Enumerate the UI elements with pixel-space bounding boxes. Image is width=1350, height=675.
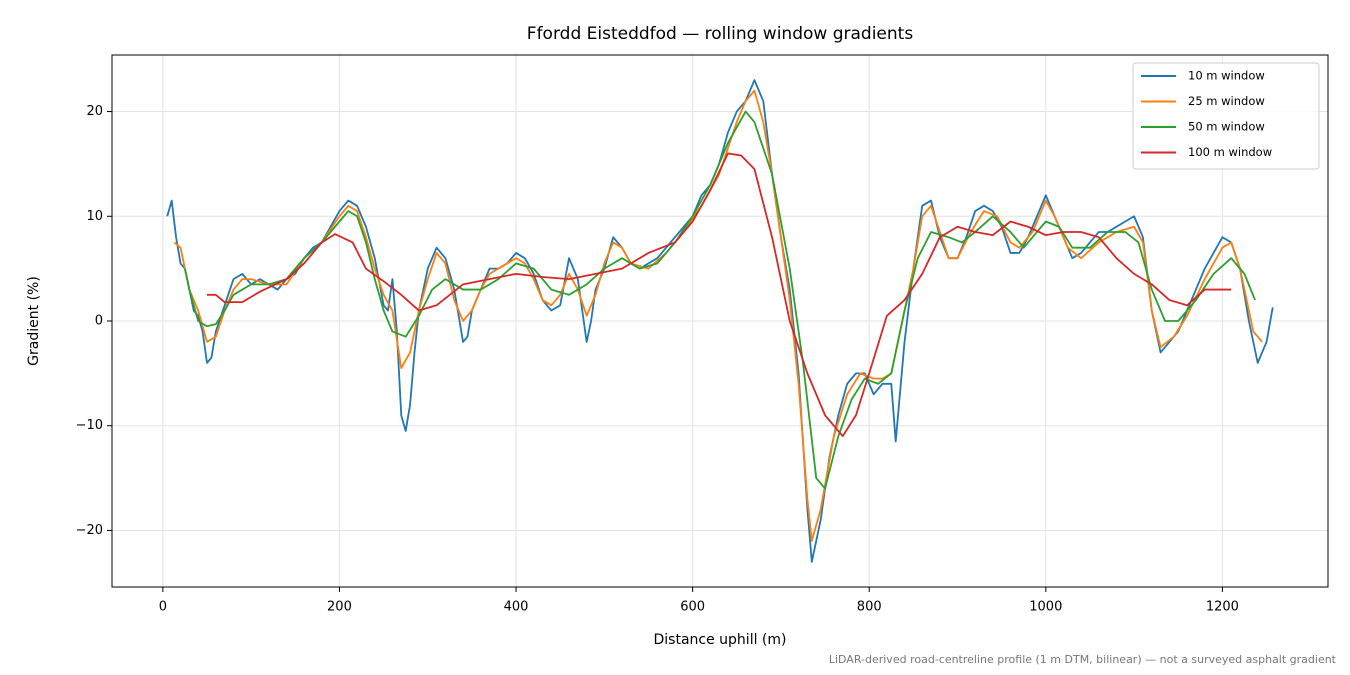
legend-label: 50 m window — [1188, 120, 1265, 134]
x-tick-label: 200 — [327, 600, 352, 615]
chart-title: Ffordd Eisteddfod — rolling window gradi… — [527, 24, 914, 44]
y-axis-label: Gradient (%) — [26, 276, 42, 366]
legend-label: 100 m window — [1188, 145, 1272, 159]
x-tick-label: 600 — [680, 600, 705, 615]
x-tick-label: 1000 — [1029, 600, 1062, 615]
footnote: LiDAR-derived road-centreline profile (1… — [829, 653, 1337, 666]
y-tick-label: −20 — [76, 523, 103, 538]
plot-frame — [111, 54, 1329, 588]
legend-box — [1132, 62, 1320, 170]
y-tick-label: −10 — [76, 418, 103, 433]
legend-label: 25 m window — [1188, 94, 1265, 108]
y-tick-label: 0 — [95, 314, 103, 329]
y-tick-label: 20 — [86, 104, 103, 119]
x-axis-label: Distance uphill (m) — [654, 632, 787, 648]
legend-label: 10 m window — [1188, 69, 1265, 83]
y-tick-label: 10 — [86, 209, 103, 224]
x-tick-label: 400 — [504, 600, 529, 615]
series-line — [207, 152, 1232, 438]
series-line — [184, 110, 1256, 490]
x-tick-label: 1200 — [1206, 600, 1239, 615]
x-tick-label: 800 — [857, 600, 882, 615]
x-tick-label: 0 — [159, 600, 167, 615]
